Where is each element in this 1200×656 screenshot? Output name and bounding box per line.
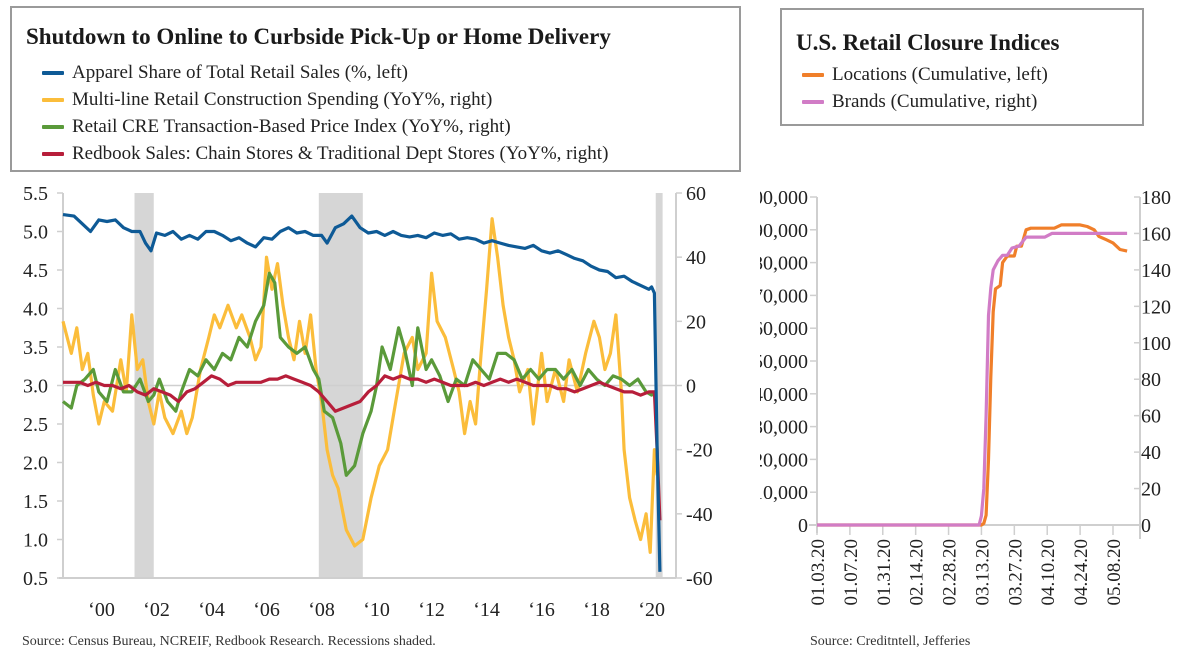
legend-item-locations: Locations (Cumulative, left) (802, 63, 1048, 87)
legend-label: Apparel Share of Total Retail Sales (%, … (72, 62, 408, 83)
chart-right: 0 10,000 20,000 30,000 40,000 50,000 60,000 70,… (760, 187, 1171, 606)
series-line-locations (817, 223, 1128, 527)
legend-item-construction: Multi-line Retail Construction Spending … (42, 88, 492, 112)
chart-title-right: U.S. Retail Closure Indices (796, 30, 1060, 55)
legend-label: Retail CRE Transaction-Based Price Index… (72, 116, 511, 137)
y-left-tick-label: 3.5 (23, 337, 48, 359)
source-left: Source: Census Bureau, NCREIF, Redbook R… (22, 634, 436, 649)
series-line-construction (61, 217, 659, 554)
legend-item-cre: Retail CRE Transaction-Based Price Index… (42, 115, 511, 139)
y-right-tick-label: 100 (1141, 333, 1171, 355)
legend-label: Brands (Cumulative, right) (832, 91, 1038, 112)
y-left-tick-label: 70,000 (760, 285, 808, 307)
x-tick-label: ‘02 (143, 599, 170, 621)
y-right-tick-label: -40 (686, 504, 713, 526)
x-tick-label: ‘12 (418, 599, 445, 621)
y-left-tick-label: 0.5 (23, 568, 48, 590)
y-left-tick-label: 20,000 (760, 449, 808, 471)
y-right-tick-label: 80 (1141, 369, 1161, 391)
y-left-tick-label: 0 (798, 515, 808, 537)
x-tick-label: ‘08 (308, 599, 335, 621)
x-tick-label: ‘20 (638, 599, 665, 621)
x-tick-label: 03.13.20 (972, 539, 993, 606)
y-left-tick-label: 4.0 (23, 299, 48, 321)
x-tick-label: 05.08.20 (1104, 539, 1125, 606)
legend-item-redbook: Redbook Sales: Chain Stores & Traditiona… (42, 142, 608, 166)
y-right-tick-label: 40 (1141, 442, 1161, 464)
series-line-brands (817, 231, 1128, 527)
x-tick-label: 01.03.20 (808, 539, 829, 606)
legend-swatch-construction (42, 98, 64, 102)
legend-swatch-brands (802, 100, 824, 104)
chart-left: 0.5 1.0 1.5 2.0 2.5 3.0 3.5 4.0 4.5 5.0 5.5 -60 -40 -… (23, 183, 713, 621)
y-right-tick-label: 140 (1141, 260, 1171, 282)
y-right-tick-label: -60 (686, 568, 713, 590)
y-left-tick-label: 2.0 (23, 453, 48, 475)
y-left-tick-label: 4.5 (23, 260, 48, 282)
y-right-tick-label: 40 (686, 247, 706, 269)
y-right-tick-label: 160 (1141, 223, 1171, 245)
legend-swatch-locations (802, 73, 824, 77)
x-tick-label: 04.10.20 (1038, 539, 1059, 606)
y-right-tick-label: 20 (1141, 479, 1161, 501)
legend-swatch-redbook (42, 152, 64, 156)
legend-swatch-cre (42, 125, 64, 129)
x-tick-label: ‘10 (363, 599, 390, 621)
y-right-tick-label: 0 (1141, 515, 1151, 537)
y-left-tick-label: 3.0 (23, 376, 48, 398)
x-tick-label: 04.24.20 (1071, 539, 1092, 606)
y-left-tick-label: 30,000 (760, 417, 808, 439)
series-line-cre (62, 271, 657, 477)
y-left-tick-label: 100,000 (760, 187, 808, 209)
y-left-tick-label: 5.5 (23, 183, 48, 205)
y-left-tick-label: 1.5 (23, 491, 48, 513)
legend-right: U.S. Retail Closure Indices Locations (C… (780, 8, 1144, 126)
y-left-tick-label: 2.5 (23, 414, 48, 436)
y-left-tick-label: 80,000 (760, 253, 808, 275)
x-tick-label: ‘00 (88, 599, 115, 621)
x-tick-label: ‘16 (528, 599, 555, 621)
x-tick-label: ‘06 (253, 599, 280, 621)
x-tick-label: 01.31.20 (874, 539, 895, 606)
x-tick-label: ‘14 (473, 599, 500, 621)
y-left-tick-label: 5.0 (23, 222, 48, 244)
y-left-tick-label: 1.0 (23, 530, 48, 552)
x-tick-label: 03.27.20 (1005, 539, 1026, 606)
y-right-tick-label: -20 (686, 440, 713, 462)
y-left-tick-label: 60,000 (760, 318, 808, 340)
chart-title-left: Shutdown to Online to Curbside Pick-Up o… (26, 24, 611, 49)
x-tick-label: 02.28.20 (940, 539, 961, 606)
x-tick-label: 02.14.20 (907, 539, 928, 606)
legend-item-apparel: Apparel Share of Total Retail Sales (%, … (42, 61, 408, 85)
x-tick-label: ‘04 (198, 599, 225, 621)
y-right-tick-label: 60 (686, 183, 706, 205)
source-right: Source: Creditntell, Jefferies (810, 634, 971, 649)
y-right-tick-label: 60 (1141, 406, 1161, 428)
series-line-redbook (63, 374, 662, 521)
y-right-tick-label: 180 (1141, 187, 1171, 209)
legend-swatch-apparel (42, 71, 64, 75)
legend-label: Locations (Cumulative, left) (832, 64, 1048, 85)
y-left-tick-label: 90,000 (760, 220, 808, 242)
legend-label: Multi-line Retail Construction Spending … (72, 89, 493, 110)
y-right-tick-label: 120 (1141, 296, 1171, 318)
y-left-tick-label: 50,000 (760, 351, 808, 373)
legend-label: Redbook Sales: Chain Stores & Traditiona… (72, 143, 609, 164)
y-left-tick-label: 40,000 (760, 384, 808, 406)
legend-left: Shutdown to Online to Curbside Pick-Up o… (10, 6, 741, 172)
y-left-tick-label: 10,000 (760, 482, 808, 504)
y-right-tick-label: 20 (686, 311, 706, 333)
x-tick-label: ‘18 (583, 599, 610, 621)
series-line-apparel (62, 213, 662, 572)
y-right-tick-label: 0 (686, 376, 696, 398)
legend-item-brands: Brands (Cumulative, right) (802, 90, 1037, 114)
x-tick-label: 01.07.20 (841, 539, 862, 606)
